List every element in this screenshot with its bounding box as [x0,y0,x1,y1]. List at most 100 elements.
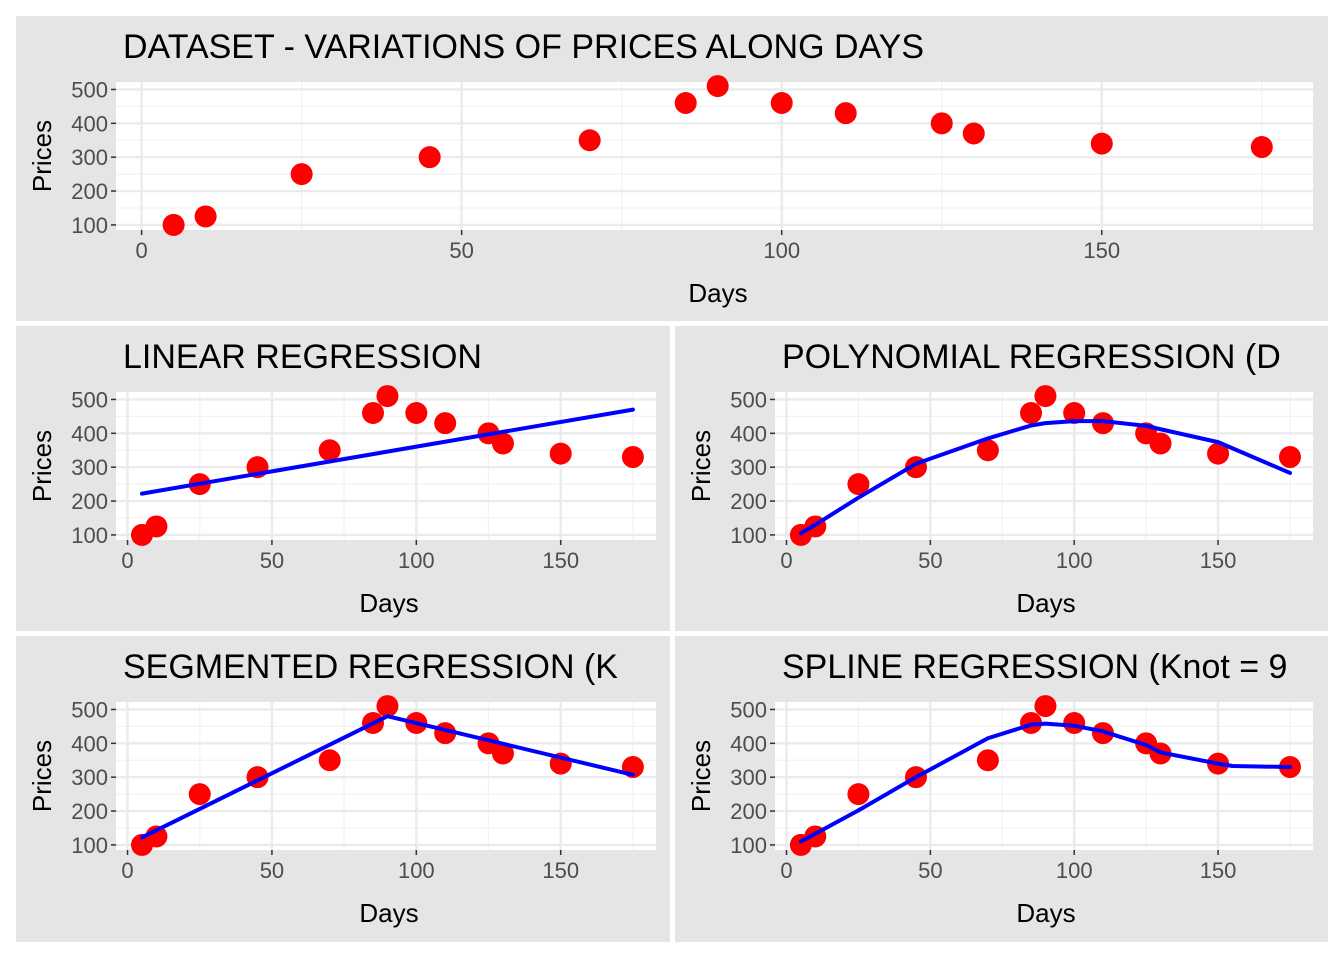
y-tick-label: 500 [71,387,108,412]
data-point [549,442,572,465]
y-tick-label: 400 [71,421,108,446]
y-tick-label: 200 [730,799,767,824]
x-axis-label: Days [688,278,748,308]
x-tick-label: 0 [780,858,792,883]
data-point [188,783,211,806]
y-tick-label: 100 [71,213,108,238]
y-tick-label: 500 [71,77,108,102]
data-point [145,515,168,538]
spline-regression-panel: SPLINE REGRESSION (Knot = 9 0 50 100 150 100… [675,636,1328,942]
x-tick-label: 50 [449,238,473,263]
y-tick-label: 400 [730,731,767,756]
x-axis-label: Days [1016,588,1076,618]
data-point [930,112,953,135]
x-axis-label: Days [359,588,419,618]
regression-line [798,721,1292,844]
data-point [976,749,999,772]
data-point [1020,401,1043,424]
x-axis-label: Days [359,898,419,928]
data-point [376,695,399,718]
y-tick-label: 100 [71,523,108,548]
data-point [1034,695,1057,718]
data-point [1034,385,1057,408]
y-tick-label: 500 [71,697,108,722]
data-point [318,749,341,772]
y-tick-label: 300 [71,455,108,480]
x-tick-label: 0 [121,548,133,573]
x-tick-label: 100 [1056,548,1093,573]
data-point [491,742,514,765]
chart-plot: 0 50 100 150 100 200 300 400 500 [71,385,656,573]
y-axis-label: Prices [27,739,57,813]
data-point [194,205,217,228]
data-point [1207,442,1230,465]
data-point [405,401,428,424]
y-tick-label: 200 [71,489,108,514]
data-point [1250,136,1273,159]
y-tick-label: 100 [730,833,767,858]
data-point [418,146,441,169]
y-tick-label: 500 [730,697,767,722]
data-point [770,91,793,114]
data-point [1149,432,1172,455]
x-tick-label: 150 [1200,858,1237,883]
y-tick-label: 100 [730,523,767,548]
x-tick-label: 100 [1056,858,1093,883]
y-axis-label: Prices [27,119,57,193]
data-point [1063,401,1086,424]
chart-plot: 0 50 100 150 100 200 300 400 500 [730,695,1313,883]
data-point [1091,412,1114,435]
data-point [706,75,729,98]
y-tick-label: 400 [71,731,108,756]
dataset-chart-panel: DATASET - VARIATIONS OF PRICES ALONG DAY… [16,16,1328,321]
x-tick-label: 0 [135,238,147,263]
y-tick-label: 200 [730,489,767,514]
x-tick-label: 0 [780,548,792,573]
regression-line [139,407,635,496]
y-axis-label: Prices [686,429,716,503]
linear-regression-panel: LINEAR REGRESSION 0 50 100 150 100 200 300 400 5… [16,326,670,631]
chart-title: LINEAR REGRESSION [123,338,482,376]
data-point [1063,711,1086,734]
segmented-regression-panel: SEGMENTED REGRESSION (K 0 50 100 150 100 200 3… [16,636,670,942]
y-tick-label: 300 [71,145,108,170]
x-tick-label: 0 [121,858,133,883]
data-point [162,213,185,236]
data-point [976,439,999,462]
data-point [290,163,313,186]
y-tick-label: 300 [730,765,767,790]
y-tick-label: 400 [730,421,767,446]
data-point [578,129,601,152]
chart-title: DATASET - VARIATIONS OF PRICES ALONG DAY… [123,28,925,66]
y-tick-label: 300 [730,455,767,480]
x-axis-label: Days [1016,898,1076,928]
x-tick-label: 100 [398,858,435,883]
y-tick-label: 200 [71,799,108,824]
data-point [1090,132,1113,155]
x-tick-label: 150 [542,858,579,883]
y-tick-label: 100 [71,833,108,858]
x-tick-label: 50 [918,858,942,883]
data-point [674,91,697,114]
data-point [376,385,399,408]
data-point [847,473,870,496]
data-point [1278,446,1301,469]
y-axis-label: Prices [686,739,716,813]
data-point [847,783,870,806]
regression-line [139,714,635,840]
chart-plot: 0 50 100 150 100 200 300 400 500 [71,75,1313,263]
x-tick-label: 100 [398,548,435,573]
x-tick-label: 150 [542,548,579,573]
x-tick-label: 150 [1083,238,1120,263]
chart-title: SPLINE REGRESSION (Knot = 9 [782,648,1288,686]
data-point [362,401,385,424]
x-tick-label: 50 [260,548,284,573]
y-tick-label: 200 [71,179,108,204]
y-axis-label: Prices [27,429,57,503]
y-tick-label: 500 [730,387,767,412]
y-tick-label: 400 [71,111,108,136]
data-point [318,439,341,462]
x-tick-label: 50 [260,858,284,883]
data-point [491,432,514,455]
x-tick-label: 150 [1200,548,1237,573]
